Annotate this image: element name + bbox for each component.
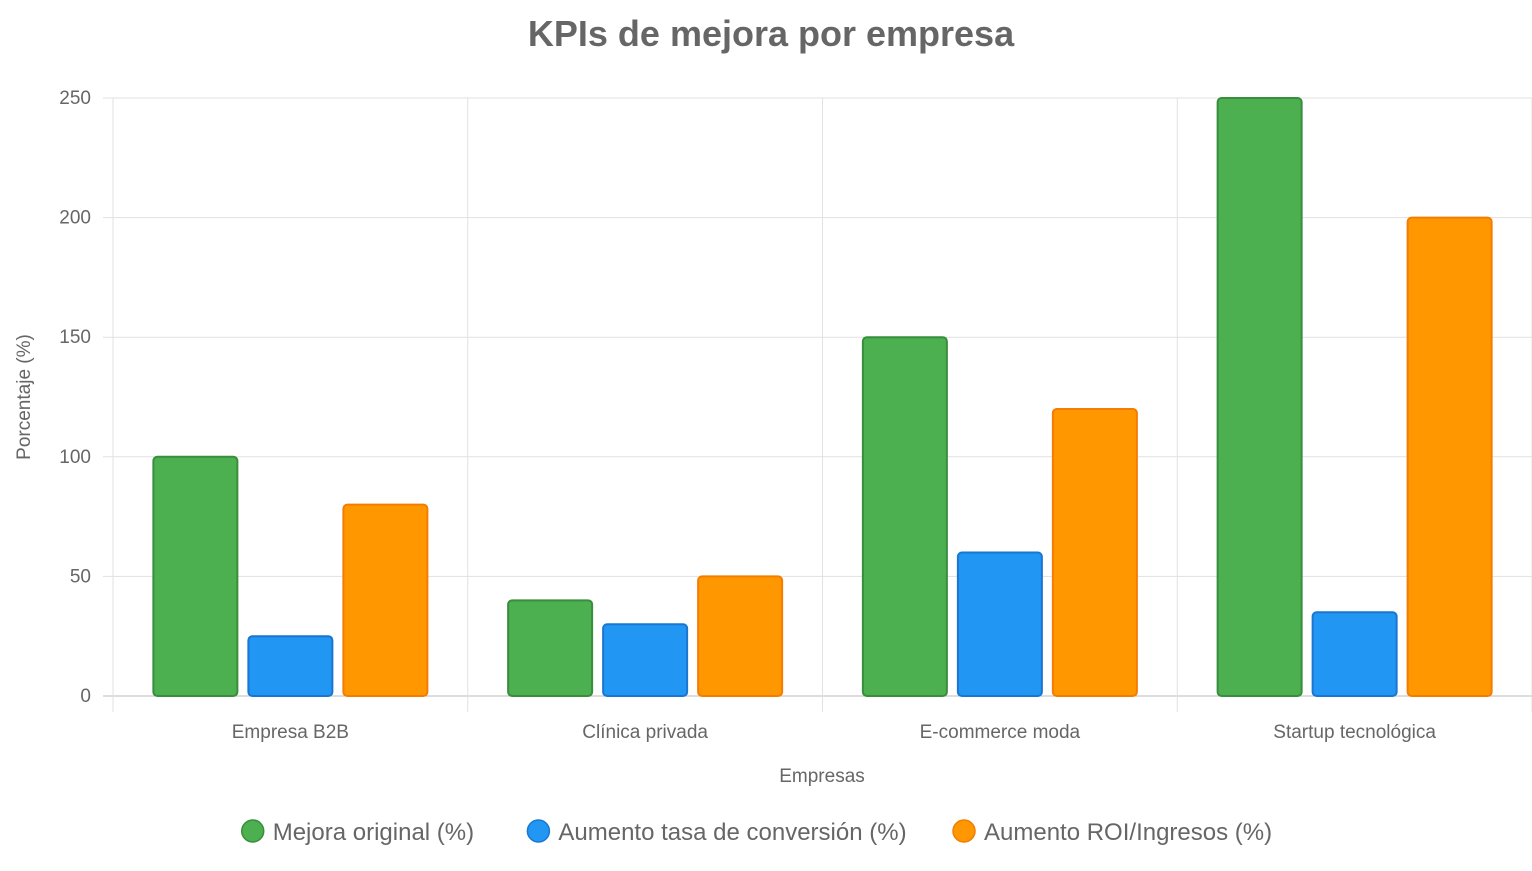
bar — [1051, 407, 1138, 697]
x-axis-ticks: Empresa B2B Clínica privada E-commerce mod… — [232, 722, 1437, 743]
x-tick-label: Clínica privada — [582, 722, 708, 743]
y-tick-label: 50 — [70, 566, 91, 587]
chart-title: KPIs de mejora por empresa — [528, 13, 1015, 54]
bar — [1216, 97, 1303, 697]
x-tick-label: Startup tecnológica — [1273, 722, 1436, 743]
legend: Mejora original (%) Aumento tasa de conve… — [240, 819, 1272, 846]
bars — [152, 97, 1493, 698]
bar — [1311, 611, 1398, 698]
x-tick-label: E-commerce moda — [920, 722, 1081, 743]
legend-label: Aumento tasa de conversión (%) — [558, 819, 906, 846]
bar — [861, 336, 948, 697]
x-axis-label: Empresas — [779, 766, 865, 787]
legend-marker — [526, 819, 551, 843]
bar — [602, 623, 689, 697]
bar — [247, 635, 334, 698]
y-axis-label: Porcentaje (%) — [14, 334, 35, 460]
bar — [342, 503, 429, 698]
bar — [956, 551, 1043, 697]
y-tick-label: 150 — [59, 327, 91, 348]
y-tick-label: 250 — [59, 88, 91, 109]
gridlines — [103, 97, 1532, 712]
bar — [152, 455, 239, 697]
bar — [697, 575, 784, 698]
legend-label: Mejora original (%) — [273, 819, 474, 846]
bar — [507, 599, 594, 698]
y-tick-label: 200 — [59, 208, 91, 229]
bar — [1406, 216, 1493, 697]
legend-marker — [952, 819, 976, 843]
y-tick-label: 0 — [80, 686, 91, 707]
legend-label: Aumento ROI/Ingresos (%) — [984, 819, 1272, 846]
y-axis-ticks: 0 50 100 150 200 250 — [59, 88, 91, 707]
y-tick-label: 100 — [59, 447, 91, 468]
legend-marker — [240, 819, 265, 843]
x-tick-label: Empresa B2B — [232, 722, 349, 743]
